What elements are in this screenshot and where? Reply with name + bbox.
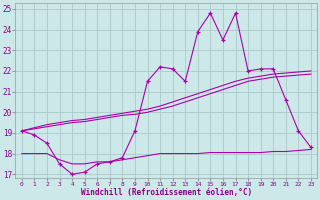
X-axis label: Windchill (Refroidissement éolien,°C): Windchill (Refroidissement éolien,°C) [81, 188, 252, 197]
